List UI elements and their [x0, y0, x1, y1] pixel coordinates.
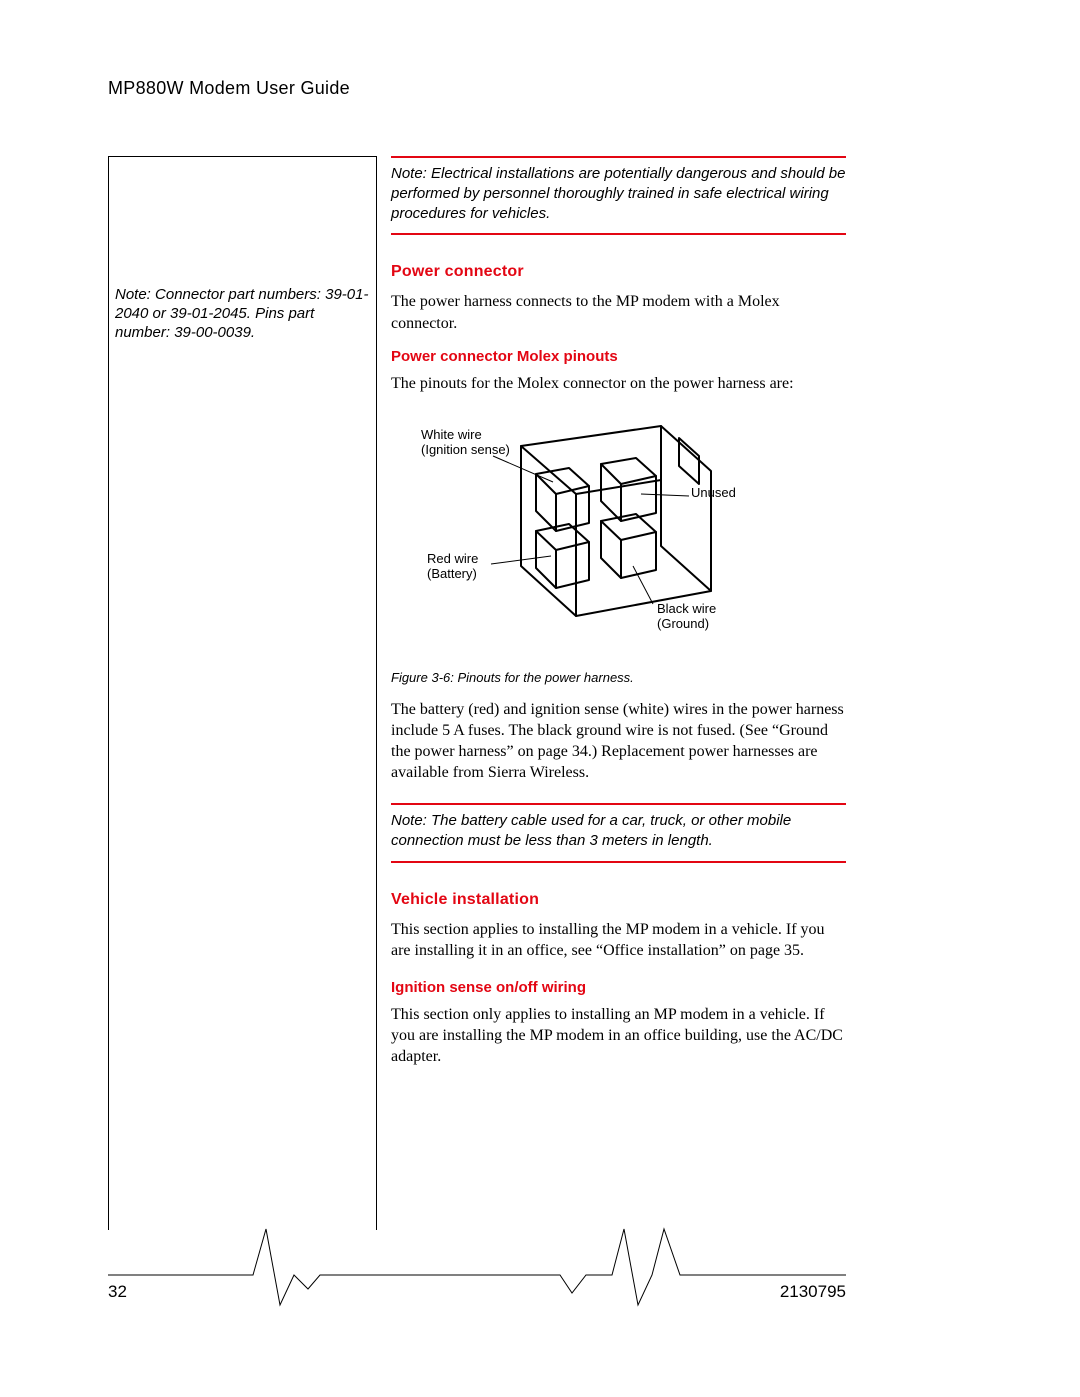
note-electrical-danger: Note: Electrical installations are poten… [391, 158, 846, 233]
para-pinouts-intro: The pinouts for the Molex connector on t… [391, 373, 846, 394]
rule-after-note1 [391, 233, 846, 235]
sidenote-connector-parts: Note: Connector part numbers: 39-01-2040… [115, 285, 370, 343]
page-header: MP880W Modem User Guide [108, 78, 350, 99]
fig-label-black-wire: Black wire (Ground) [657, 602, 716, 632]
heading-molex-pinouts: Power connector Molex pinouts [391, 348, 846, 365]
fig-label-red-l1: Red wire [427, 551, 478, 566]
note-battery-cable-length: Note: The battery cable used for a car, … [391, 805, 846, 861]
page-number-left: 32 [108, 1282, 127, 1302]
heading-vehicle-installation: Vehicle installation [391, 891, 846, 909]
fig-label-white-wire: White wire (Ignition sense) [421, 428, 510, 458]
para-power-harness-connects: The power harness connects to the MP mod… [391, 291, 846, 333]
footer-ekg-line [108, 1217, 846, 1307]
heading-power-connector: Power connector [391, 263, 846, 281]
page-number-right: 2130795 [780, 1282, 846, 1302]
figure-caption: Figure 3-6: Pinouts for the power harnes… [391, 670, 846, 685]
fig-label-black-l1: Black wire [657, 601, 716, 616]
fig-label-red-wire: Red wire (Battery) [427, 552, 478, 582]
para-battery-ignition-fuses: The battery (red) and ignition sense (wh… [391, 699, 846, 783]
fig-label-white-l1: White wire [421, 427, 482, 442]
rule-after-note2 [391, 861, 846, 863]
figure-molex-connector: White wire (Ignition sense) Unused Red w… [391, 416, 846, 662]
fig-label-white-l2: (Ignition sense) [421, 442, 510, 457]
fig-label-black-l2: (Ground) [657, 616, 709, 631]
para-ignition-sense: This section only applies to installing … [391, 1004, 846, 1067]
sidebar-column: Note: Connector part numbers: 39-01-2040… [108, 156, 376, 1230]
heading-ignition-sense: Ignition sense on/off wiring [391, 979, 846, 996]
para-vehicle-install: This section applies to installing the M… [391, 919, 846, 961]
fig-label-red-l2: (Battery) [427, 566, 477, 581]
fig-label-unused: Unused [691, 486, 736, 501]
main-column: Note: Electrical installations are poten… [376, 156, 846, 1230]
